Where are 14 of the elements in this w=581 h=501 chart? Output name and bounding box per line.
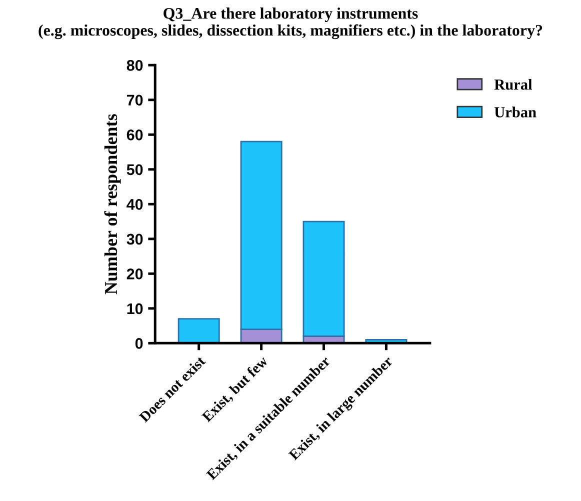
y-tick-label: 20 [126, 268, 143, 280]
y-tick-label: 40 [126, 199, 143, 210]
y-tick-label: 10 [127, 303, 143, 314]
legend-label: Urban [494, 106, 536, 118]
y-tick-label: 0 [135, 338, 143, 349]
y-tick-label: 50 [126, 164, 143, 176]
y-tick-label: 80 [126, 60, 143, 71]
y-tick-label: 30 [126, 234, 143, 245]
bar [178, 318, 220, 344]
legend-label: Rural [494, 78, 532, 90]
y-axis-title: Number of respondents [104, 114, 121, 294]
chart-title: Q3_Are there laboratory instruments (e.g. microscopes, slides, dissection kits, magnifiers etc.) in the laboratory? [38, 8, 542, 40]
y-tick-label: 60 [126, 130, 143, 140]
y-tick-label: 70 [126, 94, 143, 106]
